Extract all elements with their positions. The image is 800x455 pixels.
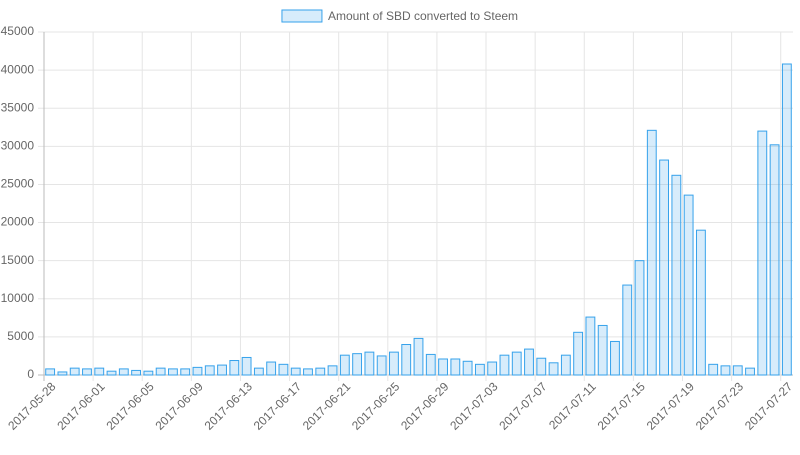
bar: [69, 367, 80, 376]
bar: [732, 365, 743, 376]
bar: [769, 144, 780, 376]
bar: [131, 369, 142, 376]
bar: [487, 361, 498, 376]
y-tick-label: 15000: [1, 253, 35, 267]
bar: [708, 363, 719, 376]
bar: [720, 365, 731, 376]
bar: [438, 358, 448, 376]
bar: [389, 351, 399, 376]
bar: [585, 316, 596, 376]
bar: [180, 368, 191, 376]
bar: [229, 360, 240, 376]
bar: [376, 355, 387, 376]
bar: [622, 284, 633, 376]
bar: [192, 366, 203, 376]
y-tick-label: 10000: [1, 291, 35, 305]
bar: [610, 340, 620, 376]
bar: [646, 129, 657, 376]
bar: [524, 348, 534, 376]
bar: [327, 365, 338, 376]
x-tick-label: 2017-07-23: [693, 379, 747, 433]
bar: [401, 344, 412, 376]
bar: [303, 368, 313, 376]
bar: [315, 367, 326, 376]
x-tick-label: 2017-05-28: [5, 379, 59, 433]
bar: [634, 260, 645, 376]
bar: [155, 367, 166, 376]
bar: [339, 354, 350, 376]
bar: [266, 361, 277, 376]
x-tick-label: 2017-06-17: [251, 379, 305, 433]
bar: [352, 353, 363, 376]
bar: [253, 367, 264, 376]
x-tick-label: 2017-06-05: [103, 379, 157, 433]
bar: [573, 331, 584, 376]
bar: [560, 354, 571, 376]
bar: [143, 370, 154, 376]
y-tick-label: 40000: [1, 62, 35, 76]
x-tick-label: 2017-07-15: [595, 379, 649, 433]
x-tick-label: 2017-06-09: [153, 379, 207, 433]
x-tick-label: 2017-06-01: [54, 379, 108, 433]
bar: [106, 370, 117, 376]
x-tick-label: 2017-07-19: [644, 379, 698, 433]
bar: [683, 194, 694, 376]
bar: [413, 337, 424, 376]
x-tick-label: 2017-07-03: [447, 379, 501, 433]
bar: [168, 368, 178, 376]
bar: [671, 174, 682, 376]
bar: [364, 351, 375, 376]
bar: [499, 354, 510, 376]
bar: [474, 363, 485, 376]
bar: [659, 159, 669, 376]
bar: [536, 357, 547, 376]
bar: [217, 364, 227, 376]
y-tick-label: 35000: [1, 100, 35, 114]
x-tick-label: 2017-07-07: [496, 379, 550, 433]
bar: [118, 368, 129, 376]
x-tick-label: 2017-06-25: [349, 379, 403, 433]
y-tick-label: 0: [27, 367, 34, 381]
bar: [82, 368, 92, 376]
x-tick-label: 2017-06-21: [300, 379, 354, 433]
y-tick-label: 30000: [1, 139, 35, 153]
x-tick-label: 2017-06-13: [202, 379, 256, 433]
bar: [94, 367, 105, 376]
y-tick-label: 45000: [1, 24, 35, 38]
bar: [204, 365, 215, 376]
legend-swatch: [281, 9, 323, 23]
bar: [511, 351, 522, 376]
bar: [597, 324, 608, 376]
bar: [290, 367, 301, 376]
bar: [757, 130, 768, 376]
bar: [781, 63, 792, 376]
y-tick-label: 20000: [1, 215, 35, 229]
bar: [695, 229, 706, 376]
bar: [450, 358, 461, 376]
x-tick-label: 2017-06-29: [398, 379, 452, 433]
bar: [548, 362, 559, 376]
y-tick-label: 25000: [1, 177, 35, 191]
bar: [425, 353, 436, 376]
x-tick-label: 2017-07-27: [742, 379, 796, 433]
bar: [241, 356, 252, 376]
legend-label: Amount of SBD converted to Steem: [328, 9, 518, 23]
y-tick-label: 5000: [7, 329, 34, 343]
bar: [278, 363, 289, 376]
bar: [45, 368, 56, 376]
bar: [462, 360, 473, 376]
bar: [745, 367, 755, 376]
x-tick-label: 2017-07-11: [546, 379, 599, 432]
bar: [57, 371, 68, 376]
